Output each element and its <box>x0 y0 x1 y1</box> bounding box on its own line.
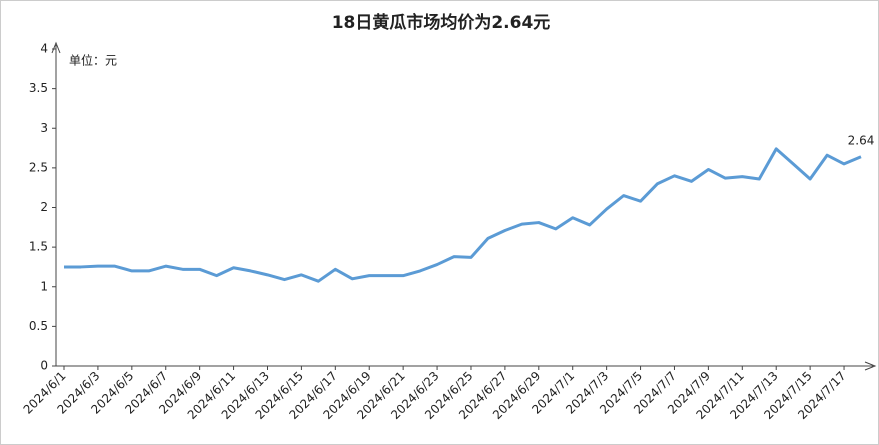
y-axis-arrow <box>51 41 61 54</box>
y-tick-label: 1.5 <box>29 240 48 254</box>
y-tick-label: 1 <box>40 279 48 293</box>
chart-title: 18日黄瓜市场均价为2.64元 <box>332 12 551 33</box>
y-tick-label: 4 <box>40 42 48 56</box>
data-label: 2.64 <box>848 133 875 147</box>
y-tick-label: 3.5 <box>29 81 48 95</box>
x-axis-arrow <box>864 361 877 371</box>
unit-label: 单位：元 <box>69 53 117 68</box>
line-series <box>64 147 862 283</box>
y-tick-label: 3 <box>40 121 48 135</box>
y-tick-label: 2 <box>40 200 48 214</box>
y-tick-label: 2.5 <box>29 160 48 174</box>
y-tick-label: 0 <box>40 359 48 373</box>
y-tick-label: 0.5 <box>29 319 48 333</box>
